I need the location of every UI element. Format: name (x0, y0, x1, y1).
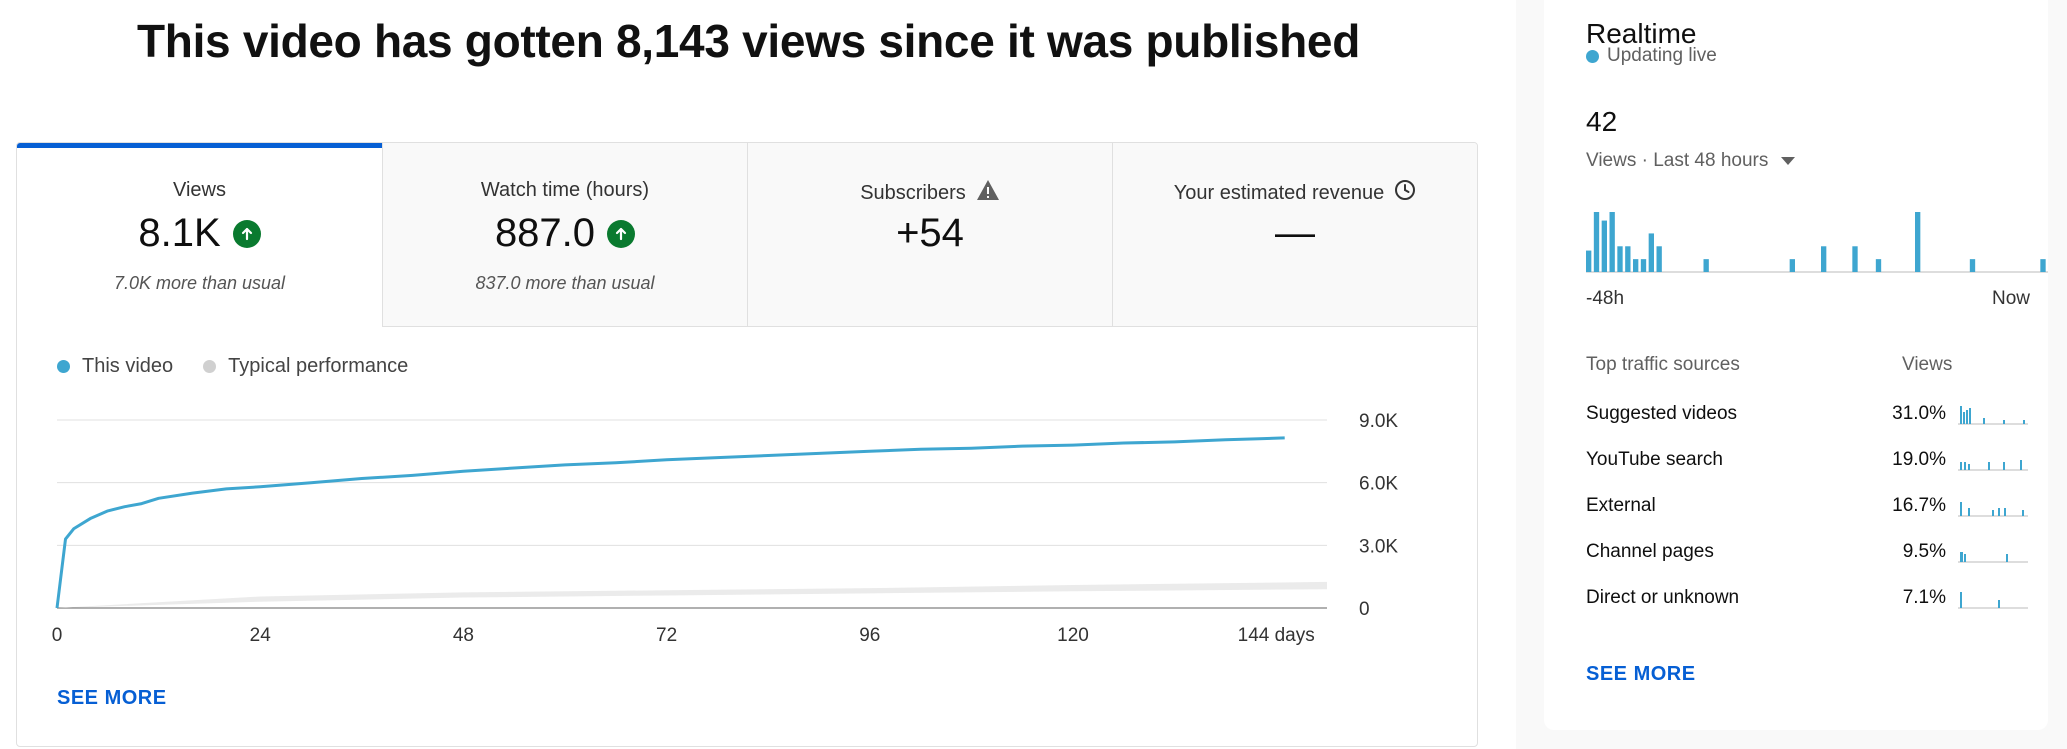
traffic-row[interactable]: Suggested videos 31.0% (1586, 394, 2056, 434)
sparkline (1958, 502, 2028, 517)
sparkline (1958, 406, 2028, 425)
caret-down-icon (1780, 150, 1796, 172)
traffic-row[interactable]: Channel pages 9.5% (1586, 532, 2056, 572)
metrics-card: Views 8.1K 7.0K more than usual Watch ti… (16, 142, 1478, 747)
realtime-bar (2040, 259, 2046, 272)
tab-value: +54 (896, 211, 964, 255)
tab-label: Subscribers (748, 179, 1112, 207)
y-tick-label: 9.0K (1359, 411, 1398, 432)
realtime-bar (1703, 259, 1709, 272)
views-heading: Views (1902, 354, 1953, 375)
sparkline (1958, 552, 2028, 563)
tab-value: 887.0 (383, 211, 747, 256)
warning-icon (976, 179, 1000, 207)
legend-typical: Typical performance (203, 355, 408, 378)
realtime-bar (1915, 212, 1921, 272)
realtime-bar (1789, 259, 1795, 272)
tab-label: Watch time (hours) (480, 179, 650, 201)
x-tick-label: 48 (453, 625, 474, 646)
legend-dot (57, 360, 70, 373)
chart-legend: This video Typical performance (57, 355, 408, 378)
realtime-bar (1601, 220, 1607, 272)
arrow-up-icon (607, 219, 636, 248)
this-video-line (55, 436, 1285, 609)
realtime-bar (1609, 212, 1615, 272)
traffic-row[interactable]: Direct or unknown 7.1% (1586, 578, 2056, 618)
live-status: Updating live (1586, 45, 1717, 67)
traffic-row[interactable]: External 16.7% (1586, 486, 2056, 526)
y-tick-label: 6.0K (1359, 474, 1398, 495)
see-more-link[interactable]: SEE MORE (57, 687, 167, 709)
metric-tabs: Views 8.1K 7.0K more than usual Watch ti… (17, 143, 1477, 327)
realtime-bar (1640, 259, 1647, 272)
tab-label: Your estimated revenue (1113, 179, 1477, 207)
tab-subscribers[interactable]: Subscribers +54 (747, 143, 1112, 327)
tab-note: 7.0K more than usual (113, 273, 286, 293)
sparkline (1958, 460, 2028, 471)
realtime-bar (1821, 246, 1827, 272)
axis-start-label: -48h (1586, 288, 1625, 309)
y-tick-label: 3.0K (1359, 536, 1398, 557)
realtime-count: 42 (1586, 106, 1618, 137)
axis-end-label: Now (1992, 288, 2031, 309)
x-tick-label: 72 (656, 625, 677, 646)
x-tick-label: 24 (250, 625, 272, 646)
clock-icon (1394, 179, 1416, 207)
live-dot-icon (1586, 49, 1599, 63)
realtime-sidebar: Realtime Updating live 42 Views · Last 4… (1516, 0, 2067, 749)
x-tick-label: 96 (859, 625, 880, 646)
realtime-bar (1617, 246, 1623, 272)
sparkline (1958, 592, 2028, 609)
analytics-main: This video has gotten 8,143 views since … (16, 15, 1478, 747)
period-dropdown[interactable]: Views · Last 48 hours (1586, 150, 1796, 172)
tab-watch-time[interactable]: Watch time (hours) 887.0 837.0 more than… (382, 143, 747, 327)
arrow-up-icon (232, 219, 261, 248)
tab-value: 8.1K (17, 211, 382, 256)
tab-note: 837.0 more than usual (475, 273, 655, 293)
page-title: This video has gotten 8,143 views since … (136, 15, 1361, 67)
x-tick-label: 120 (1057, 625, 1089, 646)
tab-value: — (1275, 211, 1315, 255)
x-tick-label: 0 (52, 625, 63, 646)
realtime-title: Realtime (1586, 18, 1697, 49)
realtime-bar (1969, 259, 1976, 272)
typical-performance-band (57, 581, 1327, 608)
legend-this-video: This video (57, 355, 173, 378)
realtime-bar (1648, 233, 1654, 272)
traffic-heading: Top traffic sources (1586, 354, 1740, 375)
realtime-bar-chart (1586, 212, 2048, 273)
realtime-bar (1875, 259, 1882, 272)
views-chart: 0 3.0K 6.0K 9.0K 0 24 48 72 96 120 144 days (52, 411, 1399, 646)
realtime-bar (1633, 259, 1639, 272)
traffic-row[interactable]: YouTube search 19.0% (1586, 440, 2056, 480)
y-tick-label: 0 (1359, 599, 1370, 620)
realtime-bar (1656, 246, 1662, 272)
tab-revenue[interactable]: Your estimated revenue — (1112, 143, 1477, 327)
realtime-bar (1852, 246, 1858, 272)
realtime-panel: Realtime Updating live 42 Views · Last 4… (1544, 0, 2048, 730)
realtime-bar (1586, 250, 1592, 272)
see-more-link[interactable]: SEE MORE (1586, 663, 1696, 685)
tab-views[interactable]: Views 8.1K 7.0K more than usual (17, 143, 382, 327)
realtime-bar (1625, 246, 1631, 272)
realtime-bar (1593, 212, 1600, 272)
x-tick-label: 144 days (1238, 625, 1315, 646)
legend-dot (203, 360, 217, 373)
tab-label: Views (173, 179, 226, 201)
